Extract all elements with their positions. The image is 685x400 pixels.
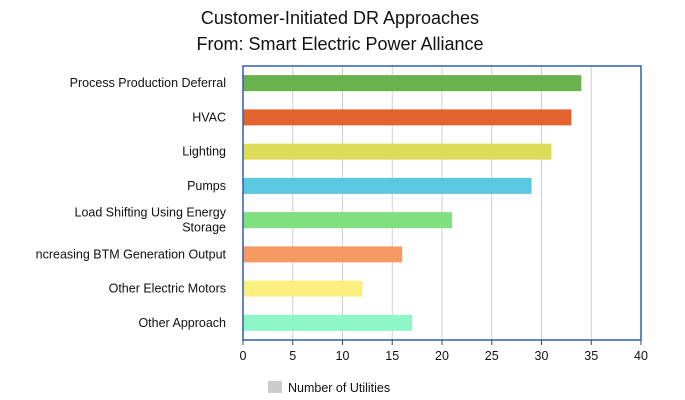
legend: Number of Utilities [268, 381, 390, 395]
category-label: HVAC [192, 110, 226, 124]
x-tick-label: 5 [289, 349, 296, 363]
category-label: Other Approach [138, 316, 226, 330]
x-tick-label: 0 [240, 349, 247, 363]
bar [243, 280, 363, 297]
category-label: Storage [182, 221, 226, 235]
gridlines [292, 66, 592, 340]
x-tick-label: 40 [634, 349, 648, 363]
legend-label: Number of Utilities [288, 381, 390, 395]
bar [243, 109, 572, 126]
x-tick-label: 10 [336, 349, 350, 363]
category-label: Lighting [182, 145, 226, 159]
category-label: Load Shifting Using Energy [75, 206, 227, 220]
category-label: Process Production Deferral [70, 76, 226, 90]
bar [243, 143, 552, 160]
bar [243, 246, 403, 263]
bars [243, 75, 582, 331]
legend-swatch [268, 381, 282, 393]
bar [243, 314, 413, 331]
bar [243, 177, 532, 194]
chart-title-line-2: From: Smart Electric Power Alliance [196, 34, 483, 54]
category-labels: Process Production Deferral HVAC Lighting P… [36, 76, 227, 330]
x-tick-label: 20 [435, 349, 449, 363]
category-label: Pumps [187, 179, 226, 193]
category-label: ncreasing BTM Generation Output [36, 247, 227, 261]
x-tick-label: 35 [584, 349, 598, 363]
bar [243, 212, 452, 229]
x-tick-label: 15 [385, 349, 399, 363]
x-tick-label: 30 [535, 349, 549, 363]
x-tick-label: 25 [485, 349, 499, 363]
x-axis-ticks: 0 5 10 15 20 25 30 35 40 [240, 340, 648, 363]
chart-title-line-1: Customer-Initiated DR Approaches [201, 8, 479, 28]
category-label: Other Electric Motors [109, 282, 226, 296]
bar [243, 75, 582, 92]
